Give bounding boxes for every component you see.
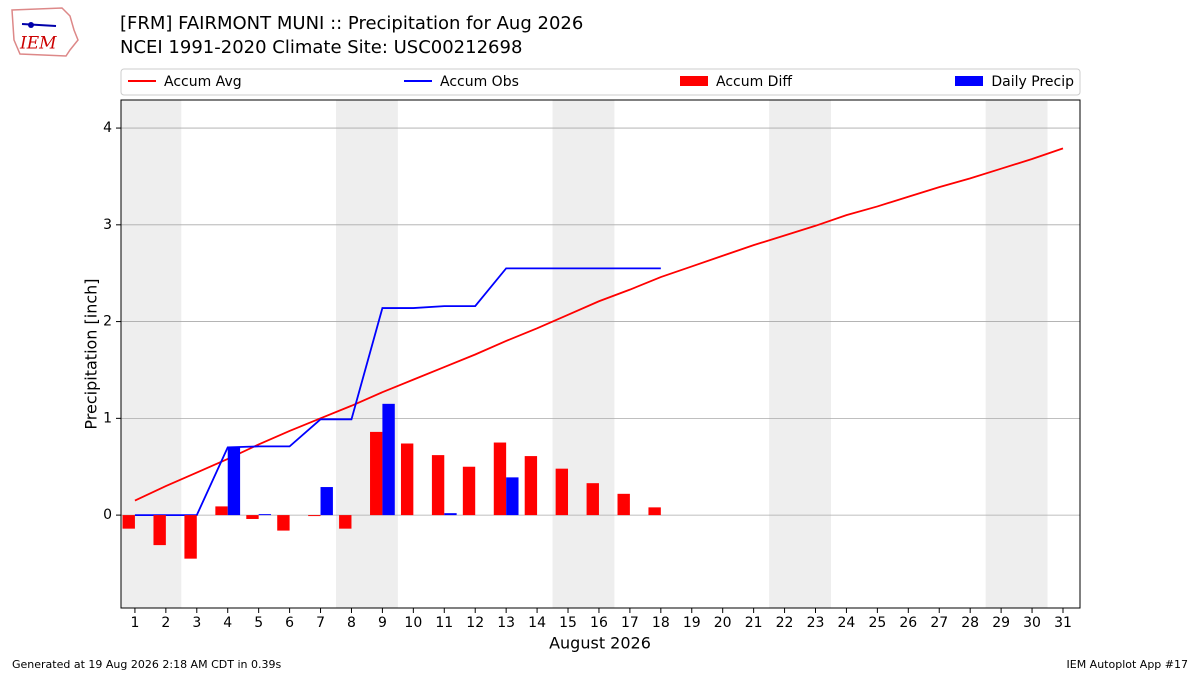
weekend-shade: [552, 100, 615, 608]
bar: [184, 515, 197, 559]
bar: [462, 466, 476, 516]
x-tick-label: 16: [590, 615, 608, 631]
chart-title: [FRM] FAIRMONT MUNI :: Precipitation for…: [120, 13, 583, 34]
x-tick-label: 17: [621, 615, 639, 631]
logo-text: IEM: [19, 34, 57, 54]
bar: [246, 515, 259, 519]
bar: [153, 515, 166, 546]
y-tick-label: 3: [103, 217, 112, 233]
x-tick-label: 20: [714, 615, 732, 631]
line: [134, 147, 1064, 502]
legend-label: Accum Obs: [440, 74, 519, 90]
bar: [227, 447, 241, 516]
y-axis-label: Precipitation [inch]: [82, 278, 101, 429]
legend-label: Daily Precip: [991, 74, 1074, 90]
y-tick-label: 1: [103, 410, 112, 426]
x-tick-label: 12: [466, 615, 484, 631]
bar: [277, 515, 290, 531]
bar: [506, 477, 519, 516]
x-tick-label: 1: [130, 615, 139, 631]
bar: [308, 515, 321, 517]
line: [134, 267, 661, 517]
bar: [382, 403, 395, 516]
weekend-shade: [121, 100, 182, 608]
chart-subtitle: NCEI 1991-2020 Climate Site: USC00212698: [120, 37, 522, 58]
x-tick-label: 21: [745, 615, 763, 631]
legend-swatch: [680, 76, 708, 86]
x-axis-label: August 2026: [549, 634, 651, 653]
x-tick-label: 9: [378, 615, 387, 631]
bar: [648, 507, 661, 516]
bar: [586, 483, 599, 516]
bar: [431, 455, 445, 516]
x-tick-label: 11: [435, 615, 453, 631]
legend-label: Accum Avg: [164, 74, 242, 90]
footer-right: IEM Autoplot App #17: [1067, 658, 1189, 671]
bar: [444, 513, 457, 516]
bar: [258, 514, 272, 516]
x-tick-label: 25: [868, 615, 886, 631]
x-tick-label: 30: [1023, 615, 1041, 631]
bar: [370, 431, 383, 516]
logo: IEM: [11, 7, 79, 57]
x-tick-label: 15: [559, 615, 577, 631]
x-tick-label: 7: [316, 615, 325, 631]
x-tick-label: 18: [652, 615, 670, 631]
x-tick-label: 22: [776, 615, 794, 631]
x-tick-label: 19: [683, 615, 701, 631]
legend-swatch: [955, 76, 983, 86]
x-tick-label: 2: [161, 615, 170, 631]
x-tick-label: 8: [347, 615, 356, 631]
x-tick-label: 14: [528, 615, 546, 631]
weekend-shade: [336, 100, 398, 608]
bar: [122, 515, 135, 529]
x-tick-label: 6: [285, 615, 294, 631]
x-tick-label: 24: [838, 615, 856, 631]
bar: [320, 487, 333, 516]
x-tick-label: 23: [807, 615, 825, 631]
x-tick-label: 29: [992, 615, 1010, 631]
bar: [215, 506, 228, 516]
x-tick-label: 3: [192, 615, 201, 631]
bar: [400, 443, 414, 516]
legend-box: [120, 68, 1081, 96]
x-tick-label: 4: [223, 615, 232, 631]
x-tick-label: 5: [254, 615, 263, 631]
bar: [493, 442, 507, 516]
weekend-shade: [769, 100, 831, 608]
legend-label: Accum Diff: [716, 74, 792, 90]
y-tick-label: 4: [103, 120, 112, 136]
x-tick-label: 10: [404, 615, 422, 631]
x-tick-label: 27: [930, 615, 948, 631]
y-tick-label: 0: [103, 507, 112, 523]
bar: [524, 456, 538, 516]
x-tick-label: 13: [497, 615, 515, 631]
bar: [339, 515, 352, 529]
y-tick-label: 2: [103, 314, 112, 330]
x-tick-label: 26: [899, 615, 917, 631]
bar: [617, 493, 630, 516]
weekend-shade: [985, 100, 1048, 608]
footer-left: Generated at 19 Aug 2026 2:18 AM CDT in …: [12, 658, 281, 671]
plot-frame: [120, 99, 1081, 609]
x-tick-label: 28: [961, 615, 979, 631]
x-tick-label: 31: [1054, 615, 1072, 631]
bar: [555, 468, 569, 516]
